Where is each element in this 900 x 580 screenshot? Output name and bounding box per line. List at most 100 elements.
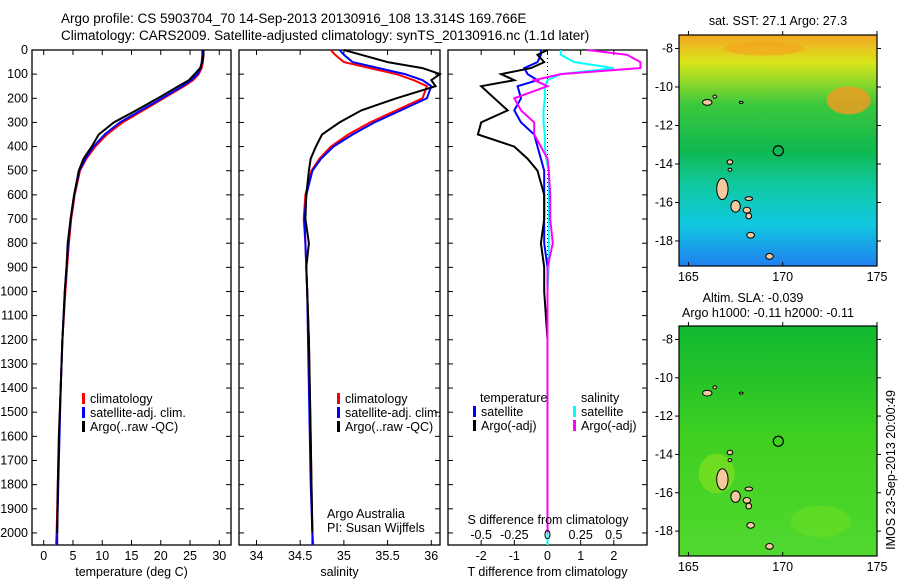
profile-location-marker: [772, 145, 784, 157]
temperature-legend-2-swatch: [82, 421, 85, 432]
y-tick-label: 800: [7, 236, 28, 250]
x-tick-label: 35.5: [375, 549, 399, 563]
map-y-tick-label: -10: [655, 80, 673, 94]
map-y-tick-label: -8: [662, 41, 673, 55]
map-field-0: [679, 35, 877, 266]
sla-high-2: [790, 505, 851, 538]
x-tick-label: 5: [69, 549, 76, 563]
map-y-tick-label: -16: [655, 486, 673, 500]
credit-pi: PI: Susan Wijffels: [327, 521, 425, 535]
profile-location-marker: [772, 435, 784, 447]
diff-legend-s-sat-label: satellite: [581, 405, 623, 419]
map-y-tick-label: -18: [655, 234, 673, 248]
island: [712, 385, 718, 390]
difference-line-3: [512, 49, 642, 533]
temperature-line-0: [55, 50, 205, 546]
y-tick-label: 1600: [0, 429, 28, 443]
diff-legend-t-sat-swatch: [473, 406, 476, 417]
x-tick-label: 10: [95, 549, 109, 563]
difference-line-0: [513, 50, 549, 545]
island: [702, 389, 713, 397]
salinity-legend-0-label: climatology: [345, 392, 408, 406]
difference-line-2: [542, 50, 614, 545]
salinity-legend-0-swatch: [337, 393, 340, 404]
island: [730, 490, 741, 503]
island: [765, 543, 774, 550]
diff-legend-s-argo-swatch: [573, 420, 576, 431]
title-line-1: Argo profile: CS 5903704_70 14-Sep-2013 …: [61, 11, 527, 26]
x-tick-label: -2: [476, 549, 487, 563]
diff-legend-t-argo-swatch: [473, 420, 476, 431]
map-y-tick-label: -18: [655, 524, 673, 538]
temperature-legend-2-label: Argo(..raw -QC): [90, 420, 178, 434]
x-axis-label: salinity: [320, 565, 359, 579]
map-frame-0: [678, 34, 878, 267]
island: [745, 502, 753, 510]
island: [702, 98, 713, 106]
temperature-line-2: [56, 50, 205, 533]
x-tick-label: 1: [577, 549, 584, 563]
x-axis-label: temperature (deg C): [75, 565, 188, 579]
y-tick-label: 300: [7, 115, 28, 129]
diff-legend-t-argo-label: Argo(-adj): [481, 419, 537, 433]
diff-legend-salinity-title: salinity: [581, 391, 620, 405]
temperature-line-1: [56, 50, 204, 545]
y-tick-label: 200: [7, 91, 28, 105]
timestamp: IMOS 23-Sep-2013 20:00:49: [884, 390, 898, 550]
y-tick-label: 400: [7, 140, 28, 154]
map-y-tick-label: -14: [655, 447, 673, 461]
sst-map-title: sat. SST: 27.1 Argo: 27.3: [709, 14, 847, 28]
island: [730, 200, 741, 213]
x-tick-label: -1: [509, 549, 520, 563]
diff-legend-t-sat-label: satellite: [481, 405, 523, 419]
s-tick-label: -0.5: [470, 528, 492, 542]
salinity-line-0: [302, 49, 429, 546]
x-tick-label: 0: [544, 549, 551, 563]
y-tick-label: 1900: [0, 502, 28, 516]
y-tick-label: 1500: [0, 405, 28, 419]
y-tick-label: 700: [7, 212, 28, 226]
y-tick-label: 1800: [0, 478, 28, 492]
x-tick-label: 0: [40, 549, 47, 563]
sla-map-title: Altim. SLA: -0.039: [703, 291, 804, 305]
island: [727, 167, 733, 172]
s-axis-label: S difference from climatology: [468, 513, 630, 527]
island: [744, 486, 754, 492]
map-x-tick-label: 165: [678, 560, 699, 574]
x-tick-label: 35: [337, 549, 351, 563]
diff-legend-temperature-title: temperature: [480, 391, 547, 405]
s-tick-label: 0.5: [605, 528, 622, 542]
credit-org: Argo Australia: [327, 507, 405, 521]
x-axis-label: T difference from climatology: [467, 565, 628, 579]
map-x-tick-label: 175: [867, 270, 888, 284]
salinity-legend-1-swatch: [337, 407, 340, 418]
temperature-legend-1-label: satellite-adj. clim.: [90, 406, 186, 420]
diff-legend-s-argo-label: Argo(-adj): [581, 419, 637, 433]
island: [738, 391, 744, 395]
y-tick-label: 1700: [0, 453, 28, 467]
warm-anomaly: [826, 86, 871, 115]
island: [742, 206, 752, 214]
y-tick-label: 500: [7, 164, 28, 178]
warm-band: [723, 41, 804, 56]
temperature-legend-1-swatch: [82, 407, 85, 418]
y-tick-label: 100: [7, 67, 28, 81]
map-y-tick-label: -16: [655, 195, 673, 209]
island: [738, 100, 744, 104]
map-y-tick-label: -12: [655, 409, 673, 423]
s-tick-label: 0.25: [568, 528, 592, 542]
y-tick-label: 900: [7, 260, 28, 274]
y-tick-label: 1100: [1, 309, 28, 323]
island: [744, 196, 754, 202]
map-x-tick-label: 170: [772, 560, 793, 574]
map-y-tick-label: -10: [655, 371, 673, 385]
island: [726, 159, 734, 165]
y-tick-label: 600: [7, 188, 28, 202]
salinity-legend-1-label: satellite-adj. clim.: [345, 406, 441, 420]
island: [742, 497, 752, 504]
s-tick-label: -0.25: [500, 528, 529, 542]
island: [746, 521, 755, 529]
temperature-legend-0-swatch: [82, 393, 85, 404]
island: [727, 458, 733, 463]
